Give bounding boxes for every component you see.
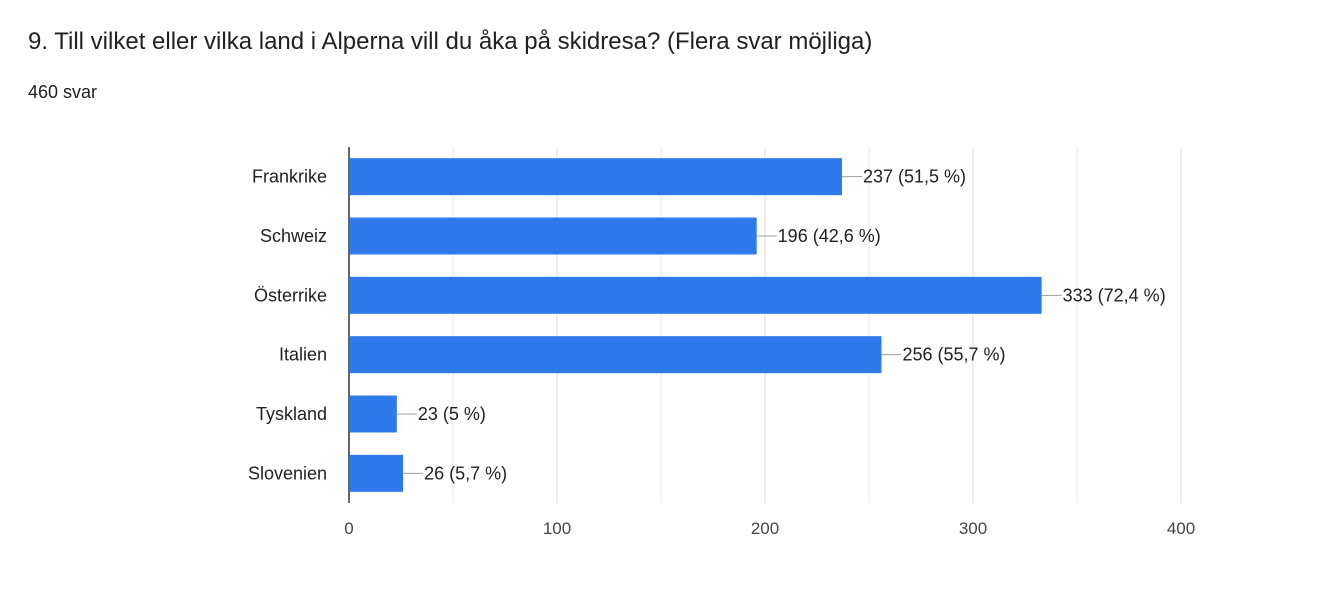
data-label-tyskland: 23 (5 %): [418, 404, 486, 424]
data-label-italien: 256 (55,7 %): [902, 345, 1005, 365]
x-tick-label-300: 300: [959, 519, 987, 538]
data-label-frankrike: 237 (51,5 %): [863, 167, 966, 187]
x-tick-label-100: 100: [543, 519, 571, 538]
category-label-schweiz: Schweiz: [260, 226, 327, 246]
response-count: 460 svar: [28, 82, 98, 102]
category-label-italien: Italien: [279, 345, 327, 365]
x-tick-label-200: 200: [751, 519, 779, 538]
bar-italien[interactable]: [350, 336, 882, 374]
bar-tyskland[interactable]: [350, 395, 397, 433]
x-tick-label-400: 400: [1167, 519, 1195, 538]
data-label-schweiz: 196 (42,6 %): [778, 226, 881, 246]
category-label-österrike: Österrike: [254, 285, 327, 305]
bar-slovenien[interactable]: [350, 454, 404, 492]
category-label-tyskland: Tyskland: [256, 404, 327, 424]
bar-schweiz[interactable]: [350, 217, 757, 255]
x-tick-label-0: 0: [344, 519, 353, 538]
category-label-slovenien: Slovenien: [248, 463, 327, 483]
bar-frankrike[interactable]: [350, 158, 842, 196]
data-label-slovenien: 26 (5,7 %): [424, 463, 507, 483]
bar-österrike[interactable]: [350, 276, 1042, 314]
data-label-österrike: 333 (72,4 %): [1063, 285, 1166, 305]
question-title: 9. Till vilket eller vilka land i Alpern…: [28, 28, 873, 55]
category-label-frankrike: Frankrike: [252, 167, 327, 187]
